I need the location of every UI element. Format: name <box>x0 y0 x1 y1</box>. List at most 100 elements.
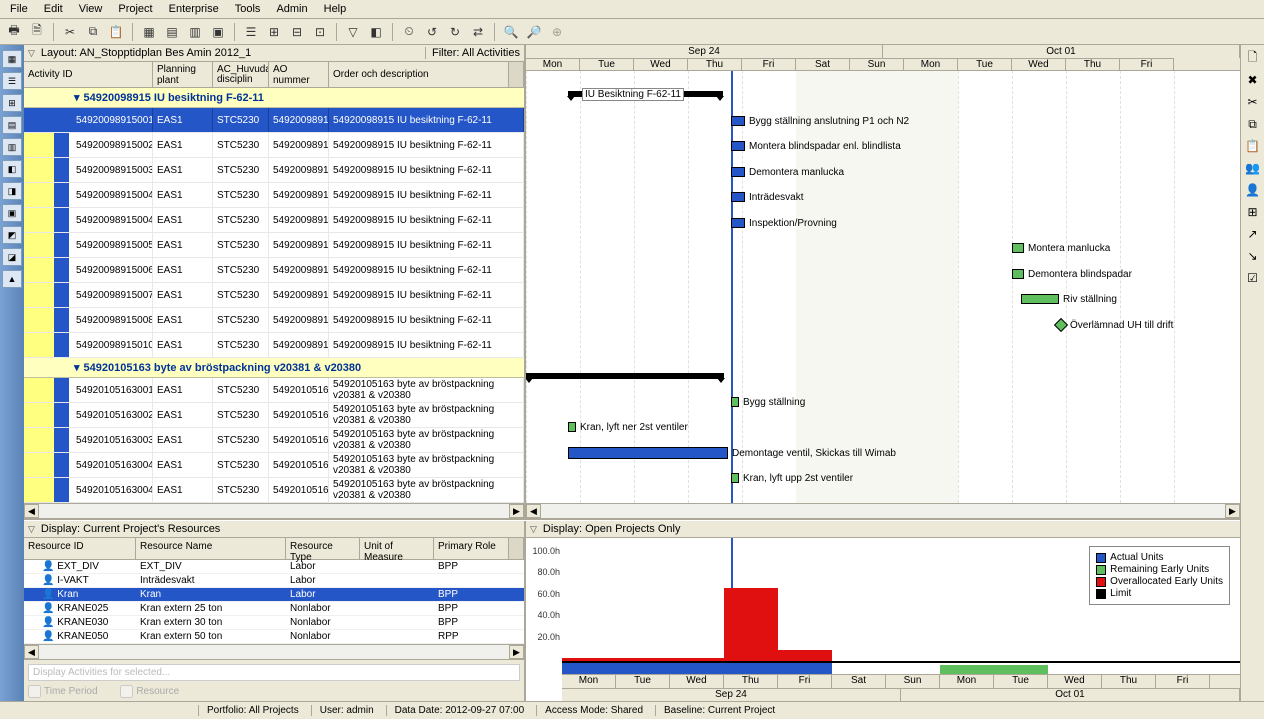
toolbar-icon[interactable]: ▥ <box>185 22 205 42</box>
sidebar-btn[interactable]: ▦ <box>2 50 22 68</box>
schedule-icon[interactable]: ⏲ <box>399 22 419 42</box>
menu-view[interactable]: View <box>71 1 111 17</box>
time-period-checkbox[interactable]: Time Period <box>28 686 98 697</box>
activity-row[interactable]: 549200989150050EAS1STC523054920098915549… <box>24 233 524 258</box>
activity-row[interactable]: 549201051630040EAS1STC523054920105163549… <box>24 453 524 478</box>
menu-file[interactable]: File <box>2 1 36 17</box>
resource-row[interactable]: 👤 KRANE030Kran extern 30 tonNonlaborBPP <box>24 616 524 630</box>
resource-row[interactable]: 👤 EXT_DIVEXT_DIVLaborBPP <box>24 560 524 574</box>
sidebar-btn[interactable]: ▣ <box>2 204 22 222</box>
preview-icon[interactable]: 🗎 <box>27 22 47 42</box>
copy-icon[interactable]: ⧉ <box>83 22 103 42</box>
chevron-down-icon[interactable]: ▽ <box>28 48 35 59</box>
toolbar-icon[interactable]: ↻ <box>445 22 465 42</box>
predecessors-icon[interactable]: ↗ <box>1244 225 1262 243</box>
activity-row[interactable]: 549201051630010EAS1STC523054920105163549… <box>24 378 524 403</box>
sidebar-btn[interactable]: ◨ <box>2 182 22 200</box>
scroll-left-icon[interactable]: ◀ <box>526 504 541 518</box>
toolbar-icon[interactable]: ▦ <box>139 22 159 42</box>
menu-project[interactable]: Project <box>110 1 160 17</box>
chevron-down-icon[interactable]: ▽ <box>28 524 35 535</box>
toolbar-icon[interactable]: ⊞ <box>264 22 284 42</box>
toolbar-icon[interactable]: ▤ <box>162 22 182 42</box>
cut-icon[interactable]: ✂ <box>60 22 80 42</box>
activity-row[interactable]: 549200989150020EAS1STC523054920098915549… <box>24 133 524 158</box>
scroll-right-icon[interactable]: ▶ <box>509 504 524 518</box>
toolbar-icon[interactable]: ▣ <box>208 22 228 42</box>
resource-row[interactable]: 👤 I-VAKTInträdesvaktLabor <box>24 574 524 588</box>
scroll-left-icon[interactable]: ◀ <box>24 504 39 518</box>
col-ao-nummer[interactable]: AO nummer <box>269 62 329 87</box>
toolbar-icon[interactable]: ⊕ <box>547 22 567 42</box>
vscroll[interactable] <box>509 538 524 559</box>
wbs-row[interactable]: ▾54920105163 byte av bröstpackning v2038… <box>24 358 524 378</box>
gantt-chart[interactable]: IU Besiktning F-62-11Bygg ställning ansl… <box>526 71 1240 503</box>
gantt-bar[interactable]: Kran, lyft ner 2st ventiler <box>568 422 688 432</box>
activity-row[interactable]: 549200989150010EAS1STC52305492009891S549… <box>24 108 524 133</box>
col-disciplin[interactable]: AC_Huvudansv disciplin <box>213 62 269 87</box>
col-unit-measure[interactable]: Unit of Measure <box>360 538 434 559</box>
zoom-out-icon[interactable]: 🔎 <box>524 22 544 42</box>
col-activity-id[interactable]: Activity ID <box>24 62 153 87</box>
toolbar-icon[interactable]: ◧ <box>366 22 386 42</box>
col-resource-id[interactable]: Resource ID <box>24 538 136 559</box>
toolbar-icon[interactable]: ⇄ <box>468 22 488 42</box>
menu-admin[interactable]: Admin <box>268 1 315 17</box>
menu-enterprise[interactable]: Enterprise <box>161 1 227 17</box>
vscroll-track[interactable] <box>509 62 524 87</box>
gantt-bar[interactable]: Demontera manlucka <box>731 167 844 177</box>
sidebar-btn[interactable]: ◩ <box>2 226 22 244</box>
resource-row[interactable]: 👤 KRANE025Kran extern 25 tonNonlaborBPP <box>24 602 524 616</box>
sidebar-btn[interactable]: ▥ <box>2 138 22 156</box>
paste-icon[interactable]: 📋 <box>106 22 126 42</box>
gantt-bar[interactable]: Bygg ställning <box>731 397 805 407</box>
sidebar-btn[interactable]: ▲ <box>2 270 22 288</box>
sidebar-btn[interactable]: ☰ <box>2 72 22 90</box>
print-icon[interactable]: 🖶 <box>4 22 24 42</box>
scroll-right-icon[interactable]: ▶ <box>509 645 524 659</box>
summary-bar[interactable] <box>526 373 724 379</box>
menu-help[interactable]: Help <box>316 1 355 17</box>
gantt-bar[interactable]: Riv ställning <box>1021 294 1117 304</box>
gantt-bar[interactable]: Bygg ställning anslutning P1 och N2 <box>731 116 909 126</box>
roles-icon[interactable]: 👤 <box>1244 181 1262 199</box>
gantt-bar[interactable]: Kran, lyft upp 2st ventiler <box>731 473 853 483</box>
col-primary-role[interactable]: Primary Role <box>434 538 509 559</box>
gantt-bar[interactable]: Demontage ventil, Skickas till Wimab <box>568 448 896 458</box>
activity-row[interactable]: 549200989150100EAS1STC523054920098915549… <box>24 333 524 358</box>
filter-icon[interactable]: ▽ <box>343 22 363 42</box>
activity-row[interactable]: 549200989150060EAS1STC523054920098915549… <box>24 258 524 283</box>
gantt-bar[interactable]: Överlämnad UH till drift <box>1056 320 1173 330</box>
activity-row[interactable]: 549200989150070EAS1STC523054920098915549… <box>24 283 524 308</box>
sidebar-btn[interactable]: ◪ <box>2 248 22 266</box>
resource-row[interactable]: 👤 KRANE050Kran extern 50 tonNonlaborRPP <box>24 630 524 644</box>
paste-icon[interactable]: 📋 <box>1244 137 1262 155</box>
toolbar-icon[interactable]: ☰ <box>241 22 261 42</box>
activity-row[interactable]: 549200989150080EAS1STC523054920098915549… <box>24 308 524 333</box>
scroll-right-icon[interactable]: ▶ <box>1225 504 1240 518</box>
hscroll[interactable]: ◀ ▶ <box>24 503 524 518</box>
activity-row[interactable]: 549200989150030EAS1STC523054920098915549… <box>24 158 524 183</box>
gantt-bar[interactable]: Montera blindspadar enl. blindlista <box>731 141 901 151</box>
successors-icon[interactable]: ↘ <box>1244 247 1262 265</box>
zoom-in-icon[interactable]: 🔍 <box>501 22 521 42</box>
col-resource-type[interactable]: Resource Type <box>286 538 360 559</box>
cut-icon[interactable]: ✂ <box>1244 93 1262 111</box>
activity-row[interactable]: 549201051630030EAS1STC523054920105163549… <box>24 428 524 453</box>
gantt-bar[interactable]: Demontera blindspadar <box>1012 269 1132 279</box>
resource-hscroll[interactable]: ◀ ▶ <box>24 644 524 659</box>
new-icon[interactable]: 🗋 <box>1244 49 1262 67</box>
col-planning-plant[interactable]: Planning plant <box>153 62 213 87</box>
gantt-hscroll[interactable]: ◀ ▶ <box>526 503 1240 518</box>
copy-icon[interactable]: ⧉ <box>1244 115 1262 133</box>
toolbar-icon[interactable]: ↺ <box>422 22 442 42</box>
toolbar-icon[interactable]: ⊡ <box>310 22 330 42</box>
resource-checkbox[interactable]: Resource <box>120 686 179 697</box>
menu-edit[interactable]: Edit <box>36 1 71 17</box>
col-description[interactable]: Order och description <box>329 62 509 87</box>
col-resource-name[interactable]: Resource Name <box>136 538 286 559</box>
activity-row[interactable]: 549201051630020EAS1STC523054920105163549… <box>24 403 524 428</box>
activity-row[interactable]: 549200989150040EAS1STC523054920098915549… <box>24 183 524 208</box>
menu-tools[interactable]: Tools <box>227 1 269 17</box>
sidebar-btn[interactable]: ◧ <box>2 160 22 178</box>
